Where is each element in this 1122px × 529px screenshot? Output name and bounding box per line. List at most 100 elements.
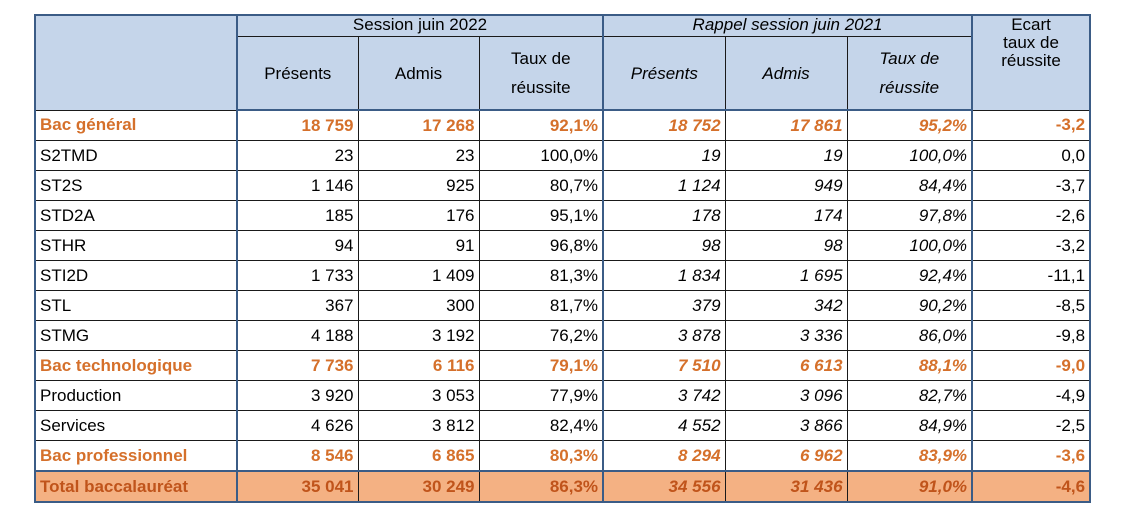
cell-presents-2022: 18 759 [236,109,359,141]
cell-taux-2021: 100,0% [846,230,973,261]
subtotal-row: Bac technologique 7 736 6 116 79,1% 7 510 6 6… [34,350,1091,381]
header-blank-cell [34,14,238,111]
cell-admis-2021: 3 096 [724,380,848,411]
cell-presents-2021: 3 742 [602,380,726,411]
cell-taux-2022: 96,8% [478,230,604,261]
cell-presents-2021: 1 124 [602,170,726,201]
cell-presents-2021: 98 [602,230,726,261]
cell-taux-2022: 95,1% [478,200,604,231]
header-ecart: Ecart taux de réussite [971,14,1091,111]
table-row: Production 3 920 3 053 77,9% 3 742 3 096 82,7%… [34,380,1091,411]
cell-ecart: -11,1 [971,260,1091,291]
cell-taux-2021: 92,4% [846,260,973,291]
cell-ecart: -2,5 [971,410,1091,441]
results-table: Session juin 2022 Rappel session juin 20… [34,14,1092,503]
cell-presents-2022: 185 [236,200,359,231]
cell-presents-2021: 19 [602,140,726,171]
cell-presents-2021: 7 510 [602,350,726,381]
cell-presents-2021: 1 834 [602,260,726,291]
cell-admis-2022: 91 [357,230,480,261]
cell-ecart: -9,0 [971,350,1091,381]
cell-admis-2021: 949 [724,170,848,201]
cell-presents-2022: 94 [236,230,359,261]
cell-admis-2022: 3 812 [357,410,480,441]
cell-taux-2022: 81,7% [478,290,604,321]
cell-ecart: -4,9 [971,380,1091,411]
cell-presents-2022: 1 146 [236,170,359,201]
cell-admis-2021: 174 [724,200,848,231]
table-row: STI2D 1 733 1 409 81,3% 1 834 1 695 92,4% -11,1 [34,260,1091,291]
cell-ecart: -3,7 [971,170,1091,201]
header-columns-row: Présents Admis Taux de réussite Présents… [35,36,1090,111]
header-group-row: Session juin 2022 Rappel session juin 20… [34,14,1091,111]
cell-ecart: -3,6 [971,440,1091,472]
cell-ecart: -9,8 [971,320,1091,351]
cell-taux-2021: 82,7% [846,380,973,411]
cell-admis-2022: 3 192 [357,320,480,351]
cell-admis-2022: 176 [357,200,480,231]
cell-admis-2022: 3 053 [357,380,480,411]
cell-taux-2021: 83,9% [846,440,973,472]
cell-ecart: -2,6 [971,200,1091,231]
table-row: S2TMD 23 23 100,0% 19 19 100,0% 0,0 [34,140,1091,171]
col-admis-2022: Admis [357,36,480,111]
cell-taux-2022: 100,0% [478,140,604,171]
row-label: STHR [34,230,238,261]
cell-presents-2022: 35 041 [236,470,359,503]
table-row: STHR 94 91 96,8% 98 98 100,0% -3,2 [34,230,1091,261]
cell-admis-2021: 31 436 [724,470,848,503]
row-label: STD2A [34,200,238,231]
row-label: STI2D [34,260,238,291]
taux-2021-line-1: Taux de [879,49,940,68]
cell-taux-2021: 95,2% [846,109,973,141]
cell-presents-2021: 379 [602,290,726,321]
col-taux-2021: Taux de réussite [846,36,973,111]
cell-presents-2021: 34 556 [602,470,726,503]
cell-taux-2022: 86,3% [478,470,604,503]
ecart-line-2: taux de [1003,33,1059,52]
cell-taux-2022: 92,1% [478,109,604,141]
table-row: STL 367 300 81,7% 379 342 90,2% -8,5 [34,290,1091,321]
row-label: S2TMD [34,140,238,171]
cell-presents-2022: 7 736 [236,350,359,381]
col-presents-2021: Présents [602,36,726,111]
cell-taux-2022: 82,4% [478,410,604,441]
col-presents-2022: Présents [236,36,359,111]
cell-ecart: -8,5 [971,290,1091,321]
cell-ecart: 0,0 [971,140,1091,171]
cell-admis-2021: 3 866 [724,410,848,441]
cell-presents-2022: 1 733 [236,260,359,291]
subtotal-row: Bac professionnel 8 546 6 865 80,3% 8 294 6 9… [34,440,1091,472]
cell-taux-2021: 88,1% [846,350,973,381]
cell-taux-2021: 97,8% [846,200,973,231]
cell-presents-2021: 3 878 [602,320,726,351]
cell-admis-2021: 6 613 [724,350,848,381]
cell-admis-2022: 6 116 [357,350,480,381]
subtotal-row: Bac général 18 759 17 268 92,1% 18 752 17 861… [34,109,1091,141]
cell-admis-2022: 300 [357,290,480,321]
col-taux-2022: Taux de réussite [478,36,604,111]
cell-ecart: -3,2 [971,230,1091,261]
table-body: Bac général 18 759 17 268 92,1% 18 752 17 861… [34,109,1091,503]
row-label: STMG [34,320,238,351]
cell-admis-2021: 17 861 [724,109,848,141]
ecart-line-1: Ecart [1011,15,1051,34]
cell-taux-2022: 76,2% [478,320,604,351]
table-row: Services 4 626 3 812 82,4% 4 552 3 866 84,9% -2… [34,410,1091,441]
cell-taux-2021: 100,0% [846,140,973,171]
cell-ecart: -3,2 [971,109,1091,141]
row-label: STL [34,290,238,321]
session-2021-label: Rappel session juin 2021 [692,15,883,34]
cell-taux-2022: 81,3% [478,260,604,291]
cell-ecart: -4,6 [971,470,1091,503]
cell-admis-2022: 6 865 [357,440,480,472]
cell-presents-2021: 4 552 [602,410,726,441]
cell-admis-2021: 1 695 [724,260,848,291]
row-label: Production [34,380,238,411]
session-2022-label: Session juin 2022 [352,15,488,34]
cell-taux-2022: 80,3% [478,440,604,472]
cell-taux-2021: 86,0% [846,320,973,351]
table-row: ST2S 1 146 925 80,7% 1 124 949 84,4% -3,7 [34,170,1091,201]
cell-admis-2022: 17 268 [357,109,480,141]
taux-2022-line-1: Taux de [510,49,571,68]
